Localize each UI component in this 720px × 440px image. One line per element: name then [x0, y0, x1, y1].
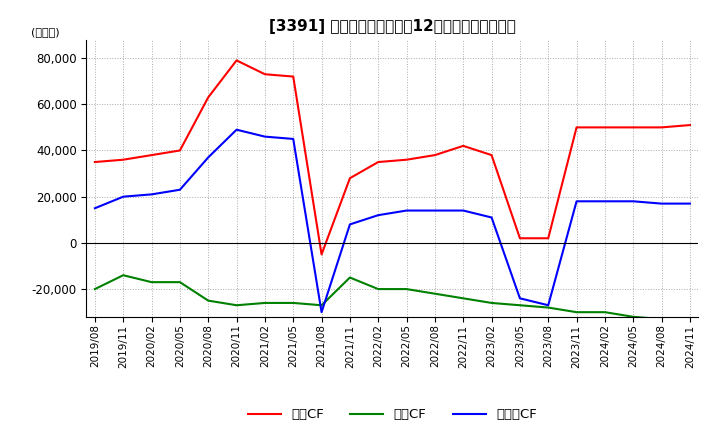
営業CF [204, 95, 212, 100]
営業CF [431, 152, 439, 158]
投資CF [544, 305, 552, 310]
投資CF [176, 279, 184, 285]
フリーCF [431, 208, 439, 213]
投資CF [204, 298, 212, 303]
営業CF [685, 122, 694, 128]
投資CF [374, 286, 382, 292]
投資CF [572, 309, 581, 315]
投資CF [402, 286, 411, 292]
Text: (百万円): (百万円) [31, 27, 60, 37]
営業CF [572, 125, 581, 130]
フリーCF [685, 201, 694, 206]
営業CF [289, 74, 297, 79]
投資CF [346, 275, 354, 280]
営業CF [318, 252, 326, 257]
投資CF [233, 303, 241, 308]
フリーCF [516, 296, 524, 301]
営業CF [516, 235, 524, 241]
Line: 投資CF: 投資CF [95, 275, 690, 324]
営業CF [374, 159, 382, 165]
フリーCF [289, 136, 297, 142]
フリーCF [487, 215, 496, 220]
投資CF [119, 272, 127, 278]
投資CF [516, 303, 524, 308]
Title: [3391] キャッシュフローの12か月移動合計の推移: [3391] キャッシュフローの12か月移動合計の推移 [269, 19, 516, 34]
フリーCF [261, 134, 269, 139]
営業CF [544, 235, 552, 241]
営業CF [119, 157, 127, 162]
投資CF [148, 279, 156, 285]
投資CF [600, 309, 609, 315]
フリーCF [91, 205, 99, 211]
営業CF [402, 157, 411, 162]
フリーCF [600, 198, 609, 204]
営業CF [657, 125, 666, 130]
営業CF [346, 176, 354, 181]
営業CF [600, 125, 609, 130]
Line: 営業CF: 営業CF [95, 60, 690, 254]
営業CF [176, 148, 184, 153]
フリーCF [374, 213, 382, 218]
投資CF [318, 303, 326, 308]
投資CF [487, 300, 496, 305]
フリーCF [233, 127, 241, 132]
フリーCF [572, 198, 581, 204]
フリーCF [657, 201, 666, 206]
投資CF [459, 296, 467, 301]
Legend: 営業CF, 投資CF, フリーCF: 営業CF, 投資CF, フリーCF [243, 403, 542, 427]
投資CF [657, 316, 666, 322]
フリーCF [318, 309, 326, 315]
フリーCF [346, 222, 354, 227]
投資CF [91, 286, 99, 292]
フリーCF [148, 192, 156, 197]
フリーCF [119, 194, 127, 199]
営業CF [487, 152, 496, 158]
フリーCF [459, 208, 467, 213]
営業CF [148, 152, 156, 158]
営業CF [459, 143, 467, 148]
投資CF [431, 291, 439, 296]
投資CF [261, 300, 269, 305]
営業CF [233, 58, 241, 63]
フリーCF [176, 187, 184, 192]
営業CF [629, 125, 637, 130]
フリーCF [204, 155, 212, 160]
フリーCF [402, 208, 411, 213]
営業CF [91, 159, 99, 165]
フリーCF [544, 303, 552, 308]
フリーCF [629, 198, 637, 204]
投資CF [289, 300, 297, 305]
投資CF [685, 321, 694, 326]
営業CF [261, 72, 269, 77]
Line: フリーCF: フリーCF [95, 130, 690, 312]
投資CF [629, 314, 637, 319]
